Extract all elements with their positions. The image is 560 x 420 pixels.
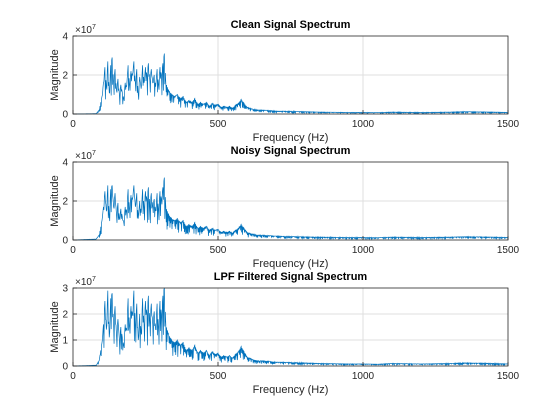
x-tick-label: 0 bbox=[70, 245, 76, 256]
subplot-1: 0 500 1000 1500 0 2 4 ×107 Clean Signal Spectrum… bbox=[49, 19, 520, 144]
y-tick-label: 2 bbox=[62, 310, 68, 321]
y-exponent-label: ×107 bbox=[75, 150, 96, 162]
x-tick-label: 0 bbox=[70, 371, 76, 382]
y-tick-label: 1 bbox=[62, 336, 68, 347]
y-exponent-value: 7 bbox=[92, 276, 96, 283]
x-axis-label: Frequency (Hz) bbox=[253, 132, 329, 144]
x-axis-label: Frequency (Hz) bbox=[253, 258, 329, 270]
chart-title: Noisy Signal Spectrum bbox=[231, 145, 351, 157]
y-axis-label: Magnitude bbox=[49, 49, 61, 100]
y-exponent-value: 7 bbox=[92, 24, 96, 31]
y-tick-label: 0 bbox=[62, 362, 68, 373]
x-tick-label: 1000 bbox=[352, 119, 375, 130]
y-tick-label: 0 bbox=[62, 236, 68, 247]
y-tick-label: 4 bbox=[62, 158, 68, 169]
y-tick-label: 3 bbox=[62, 284, 68, 295]
x-tick-label: 1000 bbox=[352, 371, 375, 382]
y-tick-label: 2 bbox=[62, 71, 68, 82]
spectrum-line bbox=[73, 53, 509, 115]
subplot-3: 0 500 1000 1500 0 1 2 3 ×107 LPF Filtered Signal … bbox=[49, 271, 520, 396]
x-tick-label: 0 bbox=[70, 119, 76, 130]
chart-title: Clean Signal Spectrum bbox=[231, 19, 351, 31]
y-tick-label: 4 bbox=[62, 32, 68, 43]
x-tick-label: 500 bbox=[210, 119, 227, 130]
y-axis-label: Magnitude bbox=[49, 175, 61, 226]
y-tick-label: 2 bbox=[62, 197, 68, 208]
x-tick-label: 500 bbox=[210, 245, 227, 256]
y-exponent-label: ×107 bbox=[75, 276, 96, 288]
spectrum-line bbox=[72, 287, 509, 367]
y-tick-label: 0 bbox=[62, 110, 68, 121]
spectrum-line bbox=[72, 177, 509, 241]
x-axis-label: Frequency (Hz) bbox=[253, 384, 329, 396]
subplot-2: 0 500 1000 1500 0 2 4 ×107 Noisy Signal Spectrum… bbox=[49, 145, 520, 270]
x-tick-label: 1500 bbox=[497, 245, 520, 256]
chart-title: LPF Filtered Signal Spectrum bbox=[214, 271, 368, 283]
x-tick-label: 1500 bbox=[497, 371, 520, 382]
x-tick-label: 1000 bbox=[352, 245, 375, 256]
y-exponent-label: ×107 bbox=[75, 24, 96, 36]
axes-frame bbox=[72, 287, 509, 367]
x-tick-label: 1500 bbox=[497, 119, 520, 130]
y-exponent-value: 7 bbox=[92, 150, 96, 157]
y-axis-label: Magnitude bbox=[49, 301, 61, 352]
x-tick-label: 500 bbox=[210, 371, 227, 382]
